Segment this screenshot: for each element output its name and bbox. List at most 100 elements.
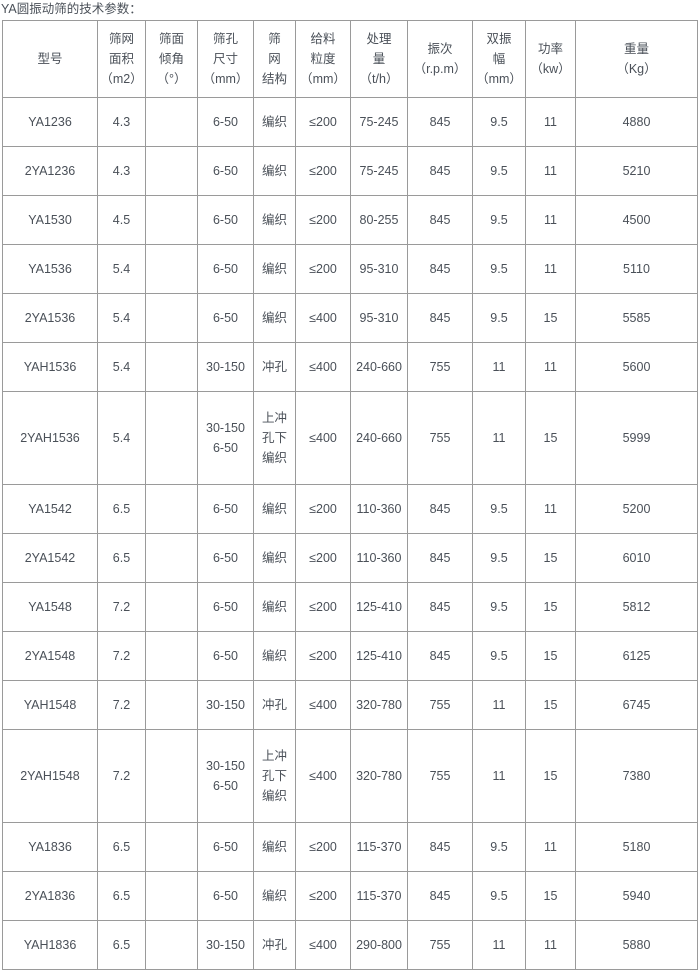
cell-vibration-frequency: 845 xyxy=(407,244,473,294)
cell-mesh-structure: 编织 xyxy=(253,146,296,196)
cell-model: 2YA1548 xyxy=(2,631,98,681)
column-header-line: 给料 xyxy=(310,32,336,46)
cell-capacity: 125-410 xyxy=(350,582,408,632)
cell-model: 2YAH1548 xyxy=(2,729,98,823)
cell-feed-size: ≤200 xyxy=(295,146,351,196)
column-header-line: （kw） xyxy=(530,62,571,76)
cell-vibration-frequency: 845 xyxy=(407,293,473,343)
table-row: YA1542 6.5 6-50 编织 ≤200 110-360 845 9.5 11 5200 xyxy=(2,484,698,534)
cell-power: 11 xyxy=(525,484,576,534)
cell-vibration-frequency: 845 xyxy=(407,195,473,245)
cell-capacity: 115-370 xyxy=(350,871,408,921)
column-header-capacity: 处理量 （t/h） xyxy=(350,20,408,98)
technical-parameters-table: 型号 筛网 面积 （m2） 筛面 倾角 （°） 筛孔 尺寸 （mm）筛网结构 给料 粒度 （mm） 处理量… xyxy=(2,20,698,970)
cell-weight: 5110 xyxy=(575,244,698,294)
cell-screen-angle xyxy=(145,822,198,872)
cell-mesh-structure: 上冲孔下编织 xyxy=(253,391,296,485)
column-header-line: （t/h） xyxy=(359,72,399,86)
cell-screen-angle xyxy=(145,146,198,196)
cell-mesh-structure: 编织 xyxy=(253,822,296,872)
column-header-line: （mm） xyxy=(476,72,522,86)
cell-screen-angle xyxy=(145,342,198,392)
cell-model: 2YA1542 xyxy=(2,533,98,583)
page-title: YA圆振动筛的技术参数： xyxy=(1,2,142,16)
cell-weight: 6745 xyxy=(575,680,698,730)
cell-screen-area: 5.4 xyxy=(97,293,146,343)
cell-mesh-size: 6-50 xyxy=(197,244,254,294)
cell-double-amplitude: 9.5 xyxy=(472,97,526,147)
cell-capacity: 75-245 xyxy=(350,146,408,196)
column-header-line: 功率 xyxy=(537,42,563,56)
cell-screen-angle xyxy=(145,195,198,245)
table-row: YA1530 4.5 6-50 编织 ≤200 80-255 845 9.5 11 4500 xyxy=(2,195,698,245)
cell-model: YA1836 xyxy=(2,822,98,872)
column-header-line: 型号 xyxy=(37,52,63,66)
cell-power: 15 xyxy=(525,533,576,583)
cell-capacity: 290-800 xyxy=(350,920,408,970)
cell-model: 2YA1836 xyxy=(2,871,98,921)
cell-mesh-size: 6-50 xyxy=(197,484,254,534)
cell-power: 15 xyxy=(525,680,576,730)
table-row: YAH1548 7.2 30-150 冲孔 ≤400 320-780 755 11 15 6745 xyxy=(2,680,698,730)
column-header-line: 双振 xyxy=(486,32,512,46)
cell-feed-size: ≤200 xyxy=(295,484,351,534)
column-header-line: 幅 xyxy=(492,52,506,66)
cell-mesh-size: 6-50 xyxy=(197,533,254,583)
cell-screen-angle xyxy=(145,533,198,583)
cell-capacity: 115-370 xyxy=(350,822,408,872)
cell-vibration-frequency: 845 xyxy=(407,822,473,872)
cell-model: YA1236 xyxy=(2,97,98,147)
column-header-line: （°） xyxy=(156,72,187,86)
cell-vibration-frequency: 845 xyxy=(407,533,473,583)
cell-mesh-size: 30-150 6-50 xyxy=(197,729,254,823)
cell-weight: 5200 xyxy=(575,484,698,534)
cell-line: 6-50 xyxy=(212,441,239,455)
cell-model: 2YA1236 xyxy=(2,146,98,196)
cell-power: 15 xyxy=(525,582,576,632)
table-row: 2YA1536 5.4 6-50 编织 ≤400 95-310 845 9.5 15 5585 xyxy=(2,293,698,343)
cell-feed-size: ≤200 xyxy=(295,822,351,872)
cell-mesh-structure: 编织 xyxy=(253,484,296,534)
cell-capacity: 320-780 xyxy=(350,729,408,823)
cell-model: 2YAH1536 xyxy=(2,391,98,485)
cell-feed-size: ≤400 xyxy=(295,293,351,343)
table-row: YA1836 6.5 6-50 编织 ≤200 115-370 845 9.5 11 5180 xyxy=(2,822,698,872)
cell-feed-size: ≤200 xyxy=(295,533,351,583)
column-header-vibration-frequency: 振次 （r.p.m） xyxy=(407,20,473,98)
cell-mesh-structure: 编织 xyxy=(253,582,296,632)
cell-mesh-size: 30-150 xyxy=(197,342,254,392)
cell-mesh-structure: 编织 xyxy=(253,195,296,245)
table-row: YA1548 7.2 6-50 编织 ≤200 125-410 845 9.5 15 5812 xyxy=(2,582,698,632)
cell-capacity: 320-780 xyxy=(350,680,408,730)
cell-power: 11 xyxy=(525,822,576,872)
cell-model: 2YA1536 xyxy=(2,293,98,343)
cell-double-amplitude: 9.5 xyxy=(472,195,526,245)
cell-screen-area: 6.5 xyxy=(97,871,146,921)
cell-mesh-size: 6-50 xyxy=(197,293,254,343)
column-header-line: （mm） xyxy=(300,72,346,86)
cell-vibration-frequency: 845 xyxy=(407,146,473,196)
cell-mesh-size: 6-50 xyxy=(197,97,254,147)
column-header-line: 量 xyxy=(372,52,386,66)
cell-double-amplitude: 11 xyxy=(472,729,526,823)
cell-model: YA1542 xyxy=(2,484,98,534)
cell-line: 30-150 xyxy=(206,421,245,435)
cell-vibration-frequency: 755 xyxy=(407,391,473,485)
cell-feed-size: ≤400 xyxy=(295,342,351,392)
cell-model: YA1548 xyxy=(2,582,98,632)
cell-double-amplitude: 9.5 xyxy=(472,582,526,632)
cell-model: YAH1548 xyxy=(2,680,98,730)
cell-screen-angle xyxy=(145,920,198,970)
cell-screen-angle xyxy=(145,582,198,632)
column-header-screen-area: 筛网 面积 （m2） xyxy=(97,20,146,98)
cell-screen-angle xyxy=(145,871,198,921)
table-row: 2YA1236 4.3 6-50 编织 ≤200 75-245 845 9.5 11 5210 xyxy=(2,146,698,196)
column-header-weight: 重量 （Kg） xyxy=(575,20,698,98)
cell-mesh-size: 6-50 xyxy=(197,195,254,245)
cell-mesh-size: 6-50 xyxy=(197,631,254,681)
column-header-double-amplitude: 双振幅 （mm） xyxy=(472,20,526,98)
column-header-model: 型号 xyxy=(2,20,98,98)
table-row: YAH1836 6.5 30-150 冲孔 ≤400 290-800 755 11 11 5880 xyxy=(2,920,698,970)
cell-screen-angle xyxy=(145,293,198,343)
